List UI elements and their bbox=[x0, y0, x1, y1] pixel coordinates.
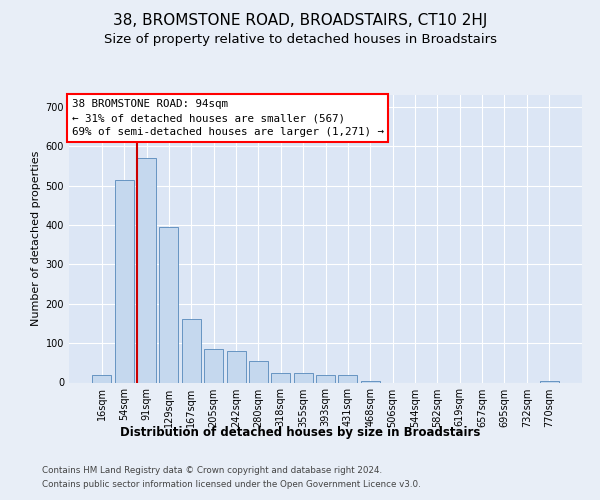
Bar bbox=[182, 320, 201, 382]
Bar bbox=[316, 374, 335, 382]
Bar bbox=[338, 374, 358, 382]
Text: 38 BROMSTONE ROAD: 94sqm
← 31% of detached houses are smaller (567)
69% of semi-: 38 BROMSTONE ROAD: 94sqm ← 31% of detach… bbox=[71, 100, 383, 138]
Text: Distribution of detached houses by size in Broadstairs: Distribution of detached houses by size … bbox=[120, 426, 480, 439]
Text: Size of property relative to detached houses in Broadstairs: Size of property relative to detached ho… bbox=[104, 33, 497, 46]
Bar bbox=[204, 349, 223, 382]
Text: 38, BROMSTONE ROAD, BROADSTAIRS, CT10 2HJ: 38, BROMSTONE ROAD, BROADSTAIRS, CT10 2H… bbox=[113, 12, 487, 28]
Y-axis label: Number of detached properties: Number of detached properties bbox=[31, 151, 41, 326]
Text: Contains public sector information licensed under the Open Government Licence v3: Contains public sector information licen… bbox=[42, 480, 421, 489]
Bar bbox=[160, 227, 178, 382]
Bar bbox=[271, 372, 290, 382]
Text: Contains HM Land Registry data © Crown copyright and database right 2024.: Contains HM Land Registry data © Crown c… bbox=[42, 466, 382, 475]
Bar bbox=[539, 380, 559, 382]
Bar bbox=[293, 372, 313, 382]
Bar bbox=[361, 380, 380, 382]
Bar bbox=[227, 351, 245, 382]
Bar bbox=[115, 180, 134, 382]
Bar bbox=[249, 361, 268, 382]
Bar bbox=[137, 158, 156, 382]
Bar bbox=[92, 376, 112, 382]
